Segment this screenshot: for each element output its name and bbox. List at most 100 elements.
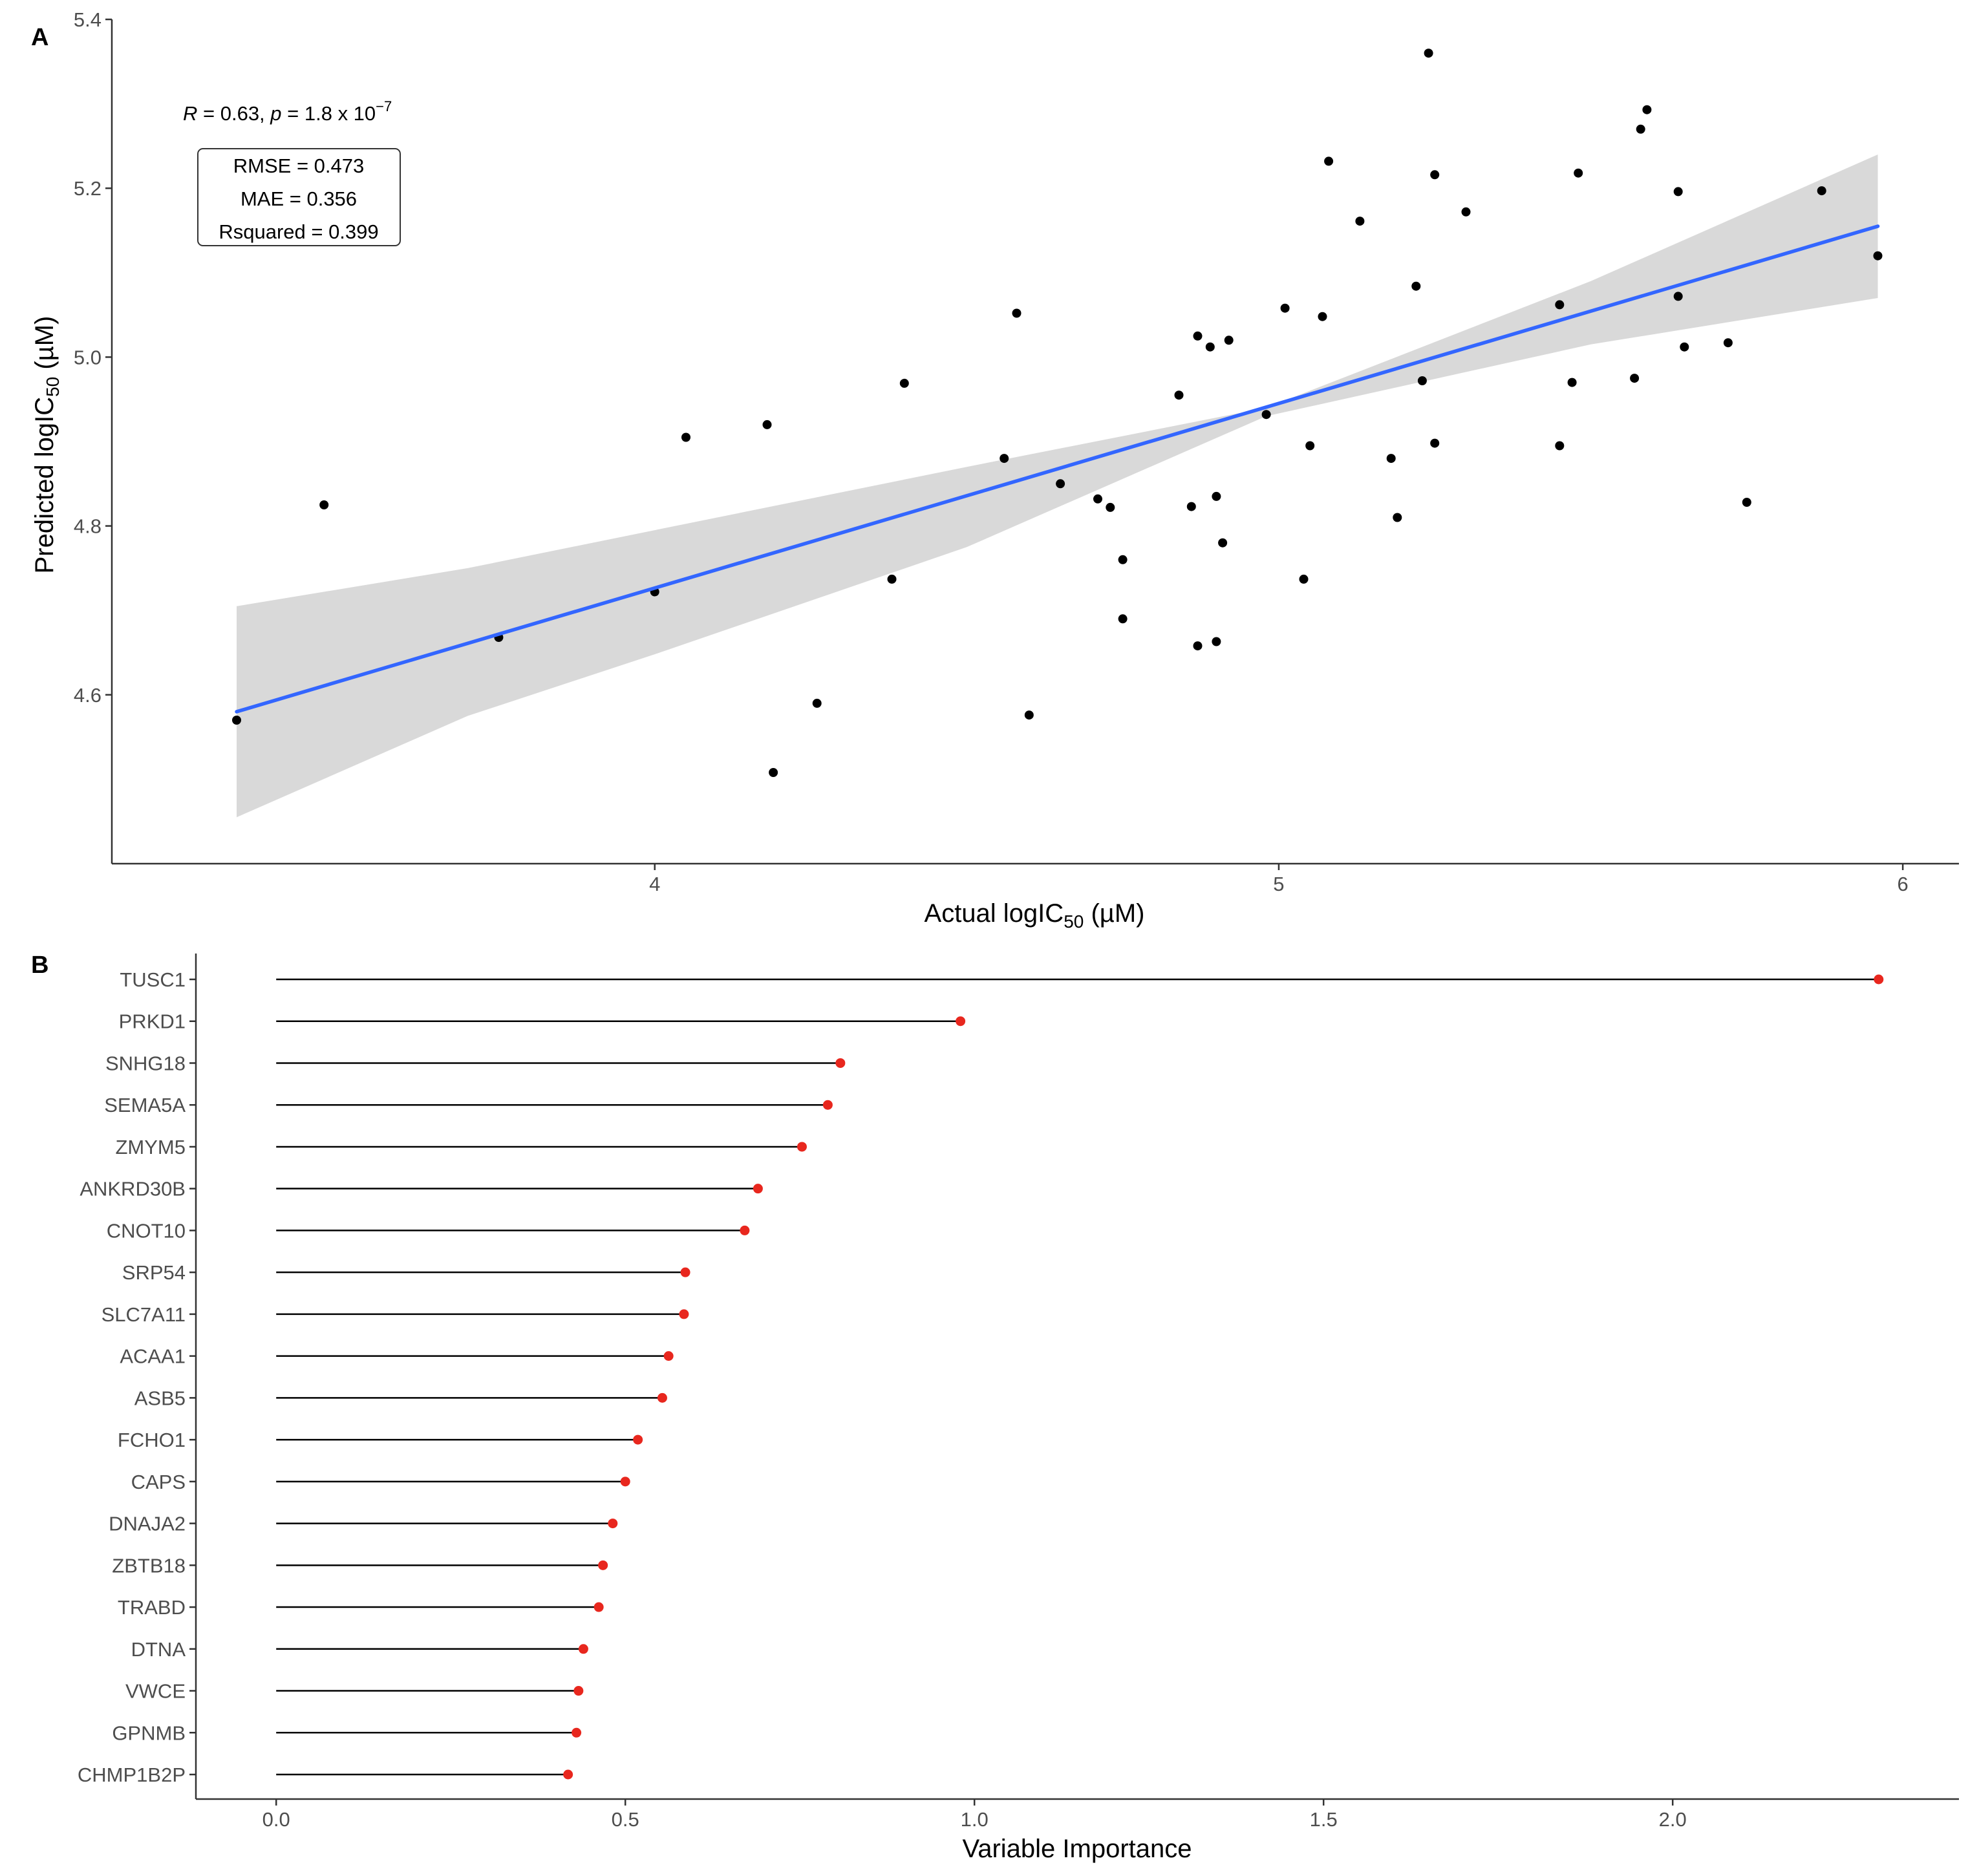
scatter-point-18 — [1118, 614, 1128, 624]
scatter-point-30 — [1299, 574, 1309, 584]
lollipop-point-SRP54 — [680, 1267, 690, 1277]
scatter-point-46 — [1574, 168, 1583, 178]
scatter-point-11 — [1000, 454, 1009, 464]
lollipop-point-ACAA1 — [663, 1351, 674, 1361]
lollipop-point-DTNA — [578, 1644, 588, 1654]
scatter-point-38 — [1417, 376, 1427, 385]
x-axis-title-a-sub: 50 — [1064, 911, 1084, 932]
p-value: = 1.8 x 10 — [282, 102, 376, 125]
scatter-point-45 — [1567, 378, 1577, 387]
category-label-PRKD1: PRKD1 — [119, 1010, 186, 1033]
x-axis-title-a-suffix: (µM) — [1084, 899, 1144, 928]
lollipop-layer — [276, 974, 1884, 1780]
scatter-point-33 — [1324, 156, 1334, 166]
panel-b-lollipop: B TUSC1 PRKD1 SNHG18 SEMA5A ZMYM5 ANKRD30B CNO… — [31, 952, 1959, 1863]
correlation-annotation: R = 0.63, p = 1.8 x 10−7 — [183, 98, 392, 125]
scatter-point-28 — [1261, 410, 1271, 420]
lollipop-point-FCHO1 — [633, 1434, 643, 1445]
scatter-point-50 — [1673, 187, 1683, 197]
scatter-point-8 — [812, 698, 822, 708]
y-tick-label-a-5.2: 5.2 — [74, 177, 102, 200]
y-tick-label-a-4.8: 4.8 — [74, 515, 102, 538]
category-label-GPNMB: GPNMB — [112, 1721, 186, 1744]
lollipop-point-CHMP1B2P — [563, 1769, 573, 1780]
category-label-ACAA1: ACAA1 — [120, 1345, 186, 1368]
panel-b-axes: TUSC1 PRKD1 SNHG18 SEMA5A ZMYM5 ANKRD30B CNOT1… — [78, 954, 1959, 1831]
y-axis-title-a: Predicted logIC50 (µM) — [30, 316, 63, 574]
scatter-point-32 — [1318, 312, 1327, 321]
scatter-point-35 — [1386, 454, 1396, 464]
x-axis-title-a-prefix: Actual logIC — [925, 899, 1064, 928]
x-tick-label-b-1.0: 1.0 — [961, 1808, 989, 1831]
scatter-point-6 — [762, 420, 772, 429]
lollipop-point-CAPS — [620, 1476, 630, 1487]
scatter-point-49 — [1642, 105, 1652, 114]
y-axis-title-a-sub: 50 — [43, 377, 63, 397]
scatter-point-36 — [1393, 513, 1402, 522]
lollipop-point-SEMA5A — [822, 1100, 833, 1110]
x-tick-label-b-1.5: 1.5 — [1310, 1808, 1338, 1831]
x-tick-label-b-0.5: 0.5 — [612, 1808, 639, 1831]
scatter-point-15 — [1093, 494, 1102, 504]
category-label-ZMYM5: ZMYM5 — [116, 1136, 186, 1158]
scatter-point-24 — [1212, 637, 1221, 646]
lollipop-point-DNAJA2 — [608, 1519, 618, 1529]
category-label-ANKRD30B: ANKRD30B — [80, 1178, 186, 1200]
y-tick-label-a-5.0: 5.0 — [74, 346, 102, 368]
scatter-point-44 — [1555, 441, 1565, 451]
scatter-point-22 — [1193, 641, 1203, 651]
scatter-point-40 — [1430, 170, 1440, 180]
category-label-DNAJA2: DNAJA2 — [109, 1513, 186, 1535]
x-tick-label-b-2.0: 2.0 — [1659, 1808, 1687, 1831]
lollipop-point-ZBTB18 — [598, 1560, 608, 1570]
scatter-point-5 — [681, 432, 690, 442]
scatter-point-17 — [1118, 555, 1128, 564]
category-label-ASB5: ASB5 — [134, 1387, 186, 1409]
scatter-point-26 — [1218, 538, 1228, 548]
metric-rsquared: Rsquared = 0.399 — [219, 220, 378, 243]
scatter-point-29 — [1280, 303, 1290, 313]
lollipop-point-TRABD — [594, 1602, 604, 1612]
scatter-point-19 — [1174, 390, 1184, 400]
scatter-point-14 — [1056, 479, 1065, 489]
metric-mae: MAE = 0.356 — [241, 187, 357, 210]
scatter-point-52 — [1680, 342, 1689, 352]
category-label-ZBTB18: ZBTB18 — [112, 1554, 186, 1577]
category-label-SNHG18: SNHG18 — [105, 1052, 186, 1074]
scatter-point-43 — [1555, 300, 1565, 310]
category-label-TRABD: TRABD — [118, 1596, 186, 1619]
x-tick-label-a-6: 6 — [1898, 873, 1909, 895]
scatter-point-51 — [1673, 292, 1683, 301]
scatter-point-37 — [1411, 281, 1421, 291]
metric-rmse: RMSE = 0.473 — [233, 155, 364, 177]
metrics-box-border — [197, 148, 401, 246]
y-tick-label-a-4.6: 4.6 — [74, 684, 102, 707]
category-label-CHMP1B2P: CHMP1B2P — [78, 1764, 186, 1786]
scatter-point-16 — [1106, 502, 1115, 512]
scatter-point-47 — [1630, 374, 1640, 383]
r-label: R — [183, 102, 197, 125]
scatter-point-9 — [887, 574, 897, 584]
p-label: p — [270, 102, 281, 125]
lollipop-point-ANKRD30B — [753, 1184, 763, 1194]
scatter-points — [232, 48, 1883, 777]
scatter-point-56 — [1873, 251, 1883, 261]
scatter-point-31 — [1305, 441, 1315, 451]
fit-line-layer — [235, 224, 1880, 714]
y-axis-title-a-prefix: Predicted logIC — [30, 397, 59, 573]
scatter-point-7 — [769, 768, 778, 777]
lollipop-point-SNHG18 — [835, 1058, 846, 1068]
category-label-CNOT10: CNOT10 — [107, 1219, 186, 1242]
scatter-point-1 — [232, 716, 241, 725]
category-label-TUSC1: TUSC1 — [120, 968, 186, 991]
category-label-DTNA: DTNA — [131, 1638, 186, 1661]
y-tick-label-a-5.4: 5.4 — [74, 8, 102, 31]
panel-a-label: A — [31, 24, 48, 51]
panel-a-axes: 4 5 6 4.6 4.8 5.0 5.2 5.4 — [74, 8, 1959, 895]
scatter-point-10 — [899, 378, 909, 388]
regression-line — [235, 224, 1880, 714]
panel-a-scatter: A 4 5 6 4.6 4.8 5.0 5.2 5.4 R = 0.63, p = 1.8 x… — [30, 8, 1959, 932]
p-exponent: −7 — [376, 98, 392, 114]
lollipop-point-PRKD1 — [956, 1016, 966, 1027]
